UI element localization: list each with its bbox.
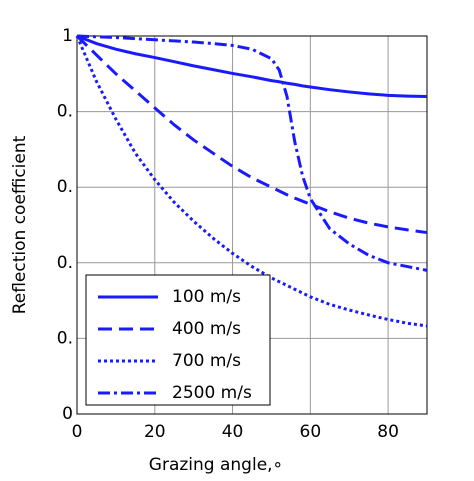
y-tick-label: 0. [57,253,73,273]
y-axis-label: Reflection coefficient [10,135,30,314]
legend-label: 700 m/s [172,351,241,371]
legend-label: 100 m/s [172,287,241,307]
y-tick-label: 1 [62,26,73,46]
x-axis-label: Grazing angle,∘ [149,455,283,475]
x-tick-label: 0 [72,422,83,442]
series-line [76,34,428,98]
legend-label: 2500 m/s [172,383,252,403]
x-tick-label: 60 [300,422,322,442]
y-tick-label: 0. [57,328,73,348]
x-tick-label: 40 [222,422,244,442]
y-tick-label: 0. [57,177,73,197]
plot-frame [76,35,428,415]
x-tick-label: 80 [377,422,399,442]
y-tick-label: 0. [57,102,73,122]
y-tick-label: 0 [62,404,73,424]
x-tick-label: 20 [144,422,166,442]
legend-label: 400 m/s [172,319,241,339]
series-line [75,34,428,235]
series-line [76,34,428,272]
